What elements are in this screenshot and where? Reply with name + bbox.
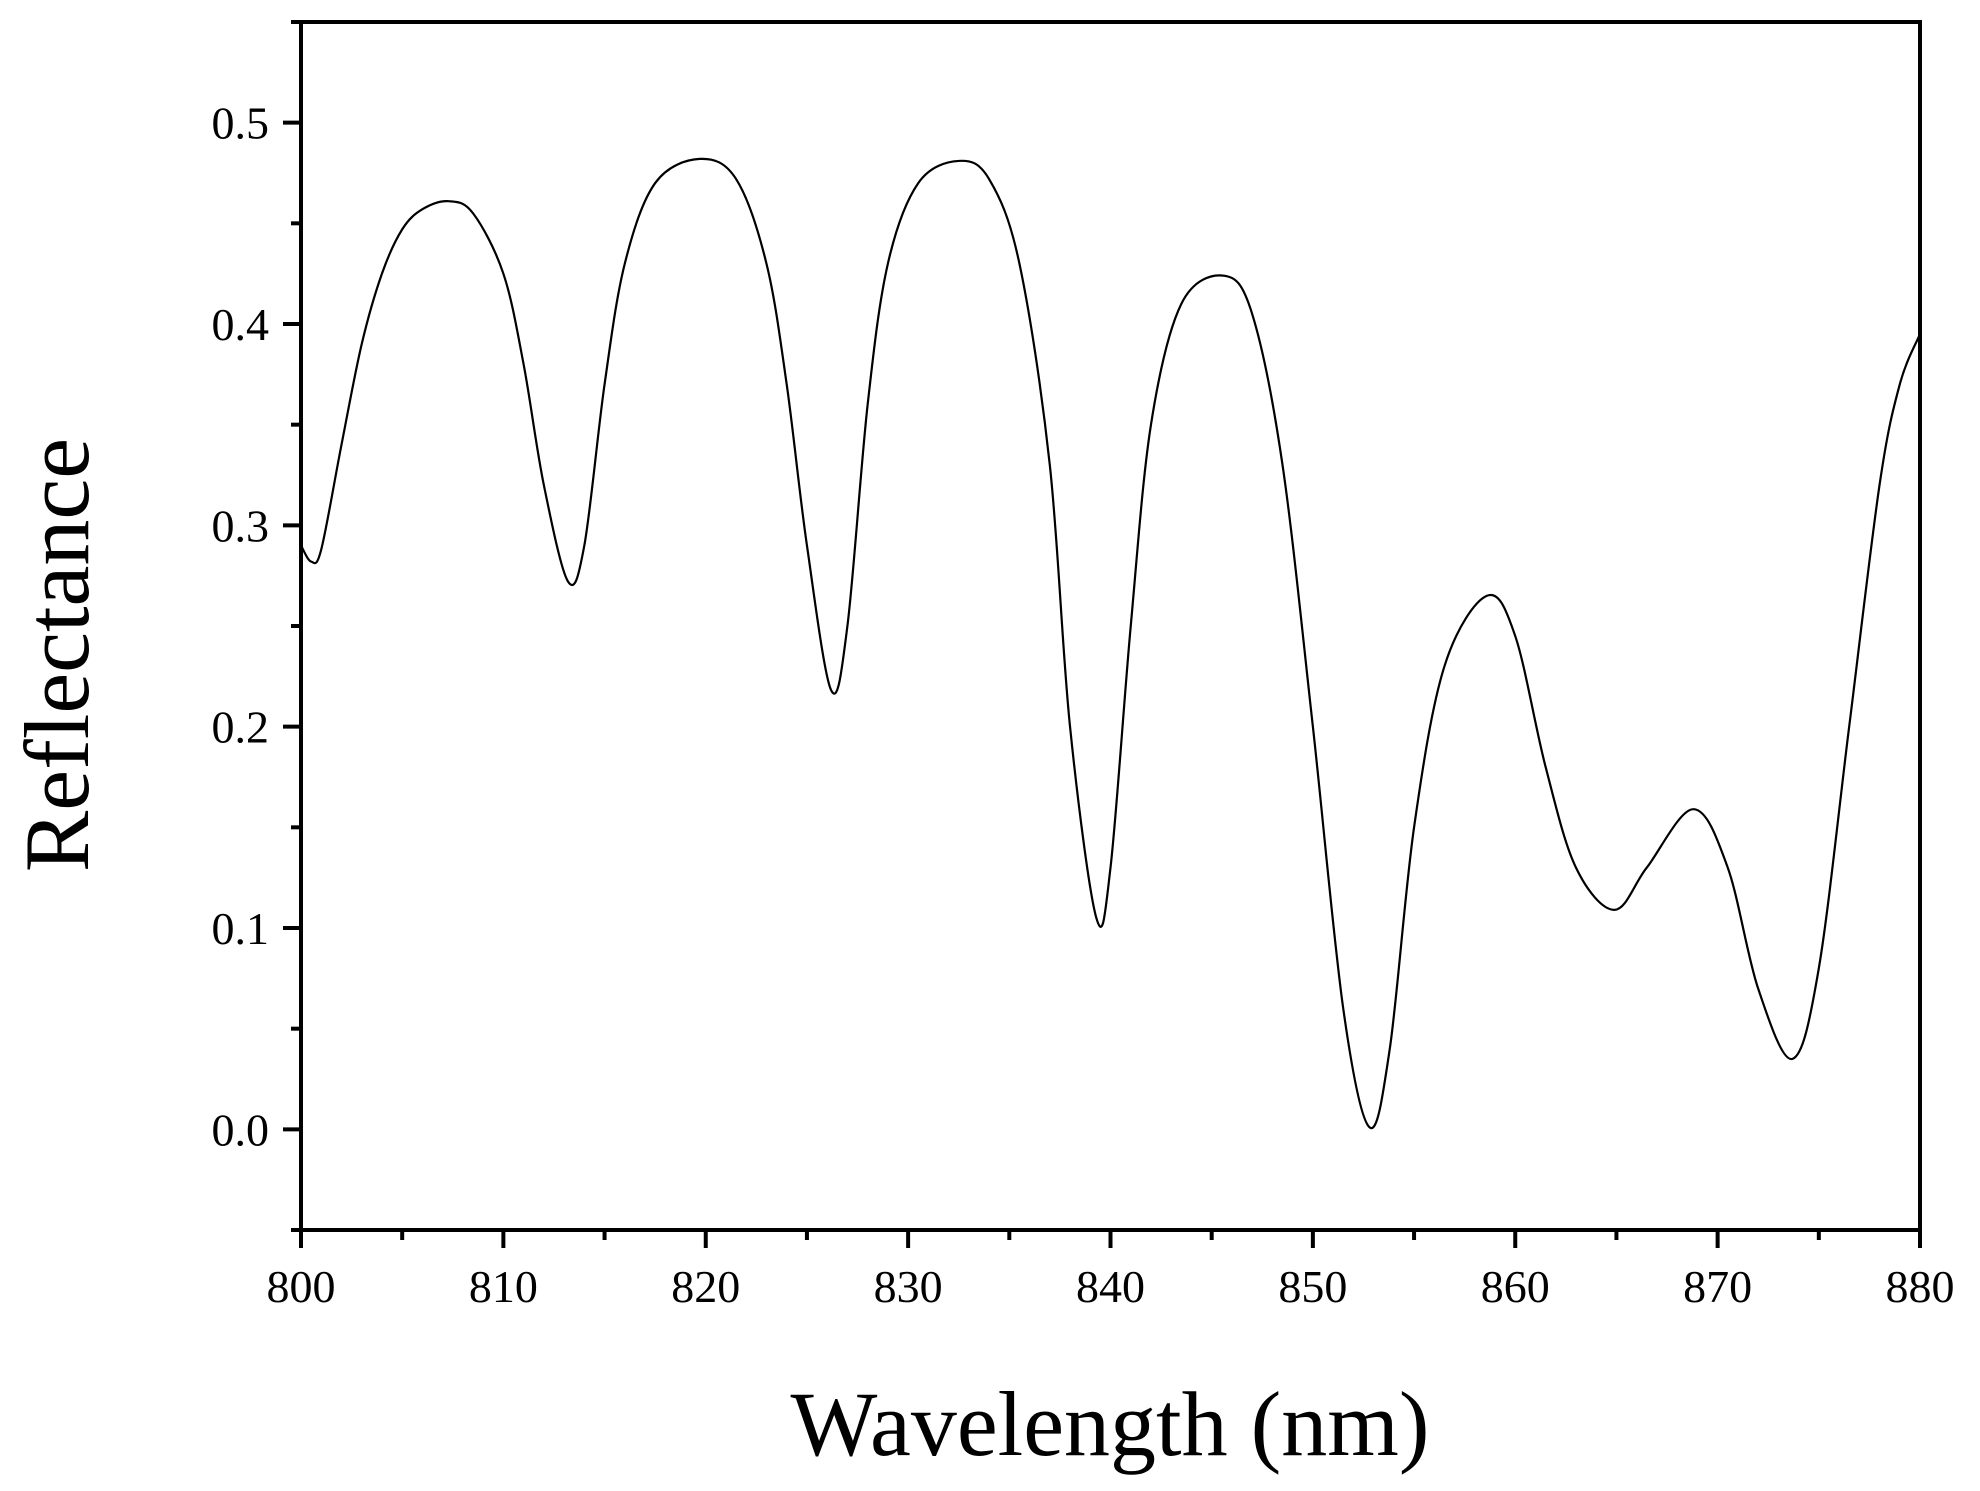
x-tick-label: 810 (469, 1261, 538, 1312)
x-tick-label: 880 (1886, 1261, 1955, 1312)
x-tick-label: 860 (1481, 1261, 1550, 1312)
x-tick-label: 800 (267, 1261, 336, 1312)
y-axis-title: Reflectance (6, 438, 108, 872)
y-tick-label: 0.1 (212, 903, 270, 954)
y-tick-label: 0.2 (212, 702, 270, 753)
y-tick-label: 0.3 (212, 500, 270, 551)
y-tick-label: 0.0 (212, 1104, 270, 1155)
y-tick-label: 0.4 (212, 299, 270, 350)
x-axis-title: Wavelength (nm) (791, 1373, 1430, 1475)
x-tick-label: 840 (1076, 1261, 1145, 1312)
x-tick-label: 850 (1278, 1261, 1347, 1312)
x-tick-label: 870 (1683, 1261, 1752, 1312)
x-tick-label: 830 (874, 1261, 943, 1312)
y-tick-label: 0.5 (212, 98, 270, 149)
plot-frame (299, 20, 1922, 1232)
y-axis-ticks: 0.0 0.1 0.2 0.3 0.4 0.5 (212, 20, 301, 1232)
reflectance-series-line (300, 157, 1922, 1130)
x-axis-ticks: 800 810 820 830 840 850 860 870 880 (267, 1230, 1955, 1312)
x-tick-label: 820 (671, 1261, 740, 1312)
